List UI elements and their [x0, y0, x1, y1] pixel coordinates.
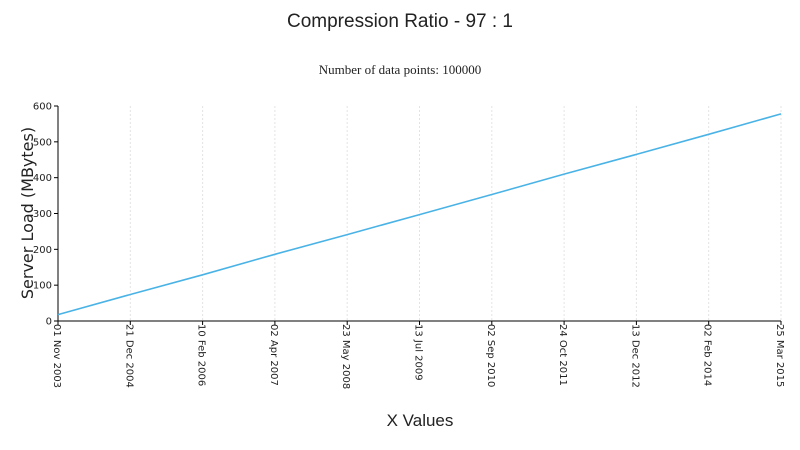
- y-tick-label: 600: [33, 102, 52, 113]
- x-tick-label: 02 Apr 2007: [268, 324, 279, 386]
- x-tick-labels: 01 Nov 2003 21 Dec 2004 10 Feb 2006 02 Apr …: [51, 324, 785, 389]
- y-tick-labels: 0 100 200 300 400 500 600: [33, 102, 52, 328]
- x-tick-label: 23 May 2008: [340, 324, 351, 389]
- x-tick-label: 10 Feb 2006: [196, 324, 207, 386]
- y-tick-label: 100: [33, 281, 52, 292]
- chart-title: Compression Ratio - 97 : 1: [287, 11, 513, 32]
- x-tick-label: 02 Feb 2014: [702, 324, 713, 386]
- x-tick-label: 21 Dec 2004: [123, 324, 134, 388]
- x-tick-label: 13 Dec 2012: [629, 324, 640, 388]
- chart-subtitle: Number of data points: 100000: [319, 62, 481, 77]
- y-axis-label: Server Load (MBytes): [18, 127, 37, 299]
- x-tick-label: 13 Jul 2009: [413, 324, 424, 381]
- x-tick-label: 24 Oct 2011: [557, 324, 568, 386]
- y-tick-label: 400: [33, 173, 52, 184]
- x-tick-label: 02 Sep 2010: [485, 324, 496, 387]
- y-tick-label: 0: [46, 317, 52, 328]
- series-layer: [57, 113, 782, 316]
- x-tick-label: 01 Nov 2003: [51, 324, 62, 388]
- x-tick-label: 25 Mar 2015: [774, 324, 785, 387]
- x-axis-label: X Values: [387, 411, 454, 430]
- y-tick-label: 200: [33, 245, 52, 256]
- y-tick-label: 500: [33, 137, 52, 148]
- grid-layer: [129, 106, 782, 321]
- y-tick-label: 300: [33, 209, 52, 220]
- series-line: [57, 113, 782, 316]
- axes: [54, 105, 782, 325]
